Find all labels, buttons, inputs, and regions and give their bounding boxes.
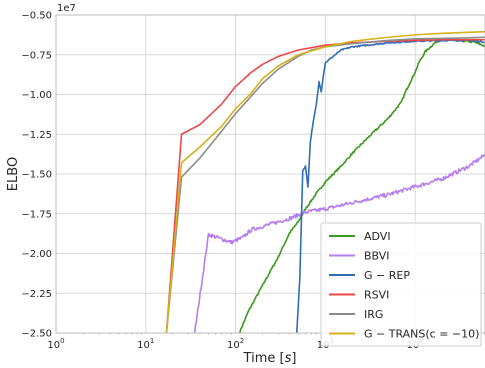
- series-line: [193, 154, 485, 333]
- y-tick-label: −1.50: [21, 170, 52, 181]
- plot-frame: [55, 14, 485, 334]
- legend-box: [320, 222, 482, 347]
- tick-labels: 100101102103104−2.50−2.25−2.00−1.75−1.50…: [21, 11, 424, 352]
- legend-label: ADVI: [364, 230, 391, 243]
- legend-label: IRG: [364, 308, 383, 321]
- y-tick-label: −0.75: [21, 50, 52, 61]
- legend: ADVI BBVI G − REP RSVI IRG G − TRANS(c = −10): [320, 222, 482, 347]
- legend-label: BBVI: [364, 250, 390, 263]
- x-tick-label: 102: [227, 337, 244, 351]
- y-tick-label: −1.75: [21, 209, 52, 220]
- legend-label: RSVI: [364, 289, 389, 302]
- x-tick-label: 100: [47, 337, 64, 351]
- y-axis-title: ELBO: [6, 157, 21, 191]
- legend-label: G − TRANS(c = −10): [364, 328, 479, 341]
- series-line: [165, 30, 485, 333]
- legend-label: G − REP: [364, 269, 410, 282]
- y-tick-label: −2.00: [21, 249, 52, 260]
- y-tick-label: −0.50: [21, 11, 52, 22]
- series-line: [165, 38, 485, 333]
- x-axis-title: Time [s]: [243, 351, 297, 366]
- series-lines: [165, 30, 485, 333]
- series-line: [165, 36, 485, 333]
- x-tick-label: 101: [137, 337, 154, 351]
- y-tick-label: −2.50: [21, 329, 52, 340]
- y-tick-label: −2.25: [21, 289, 52, 300]
- y-offset-label: 1e7: [57, 3, 76, 14]
- y-tick-label: −1.25: [21, 130, 52, 141]
- y-tick-label: −1.00: [21, 90, 52, 101]
